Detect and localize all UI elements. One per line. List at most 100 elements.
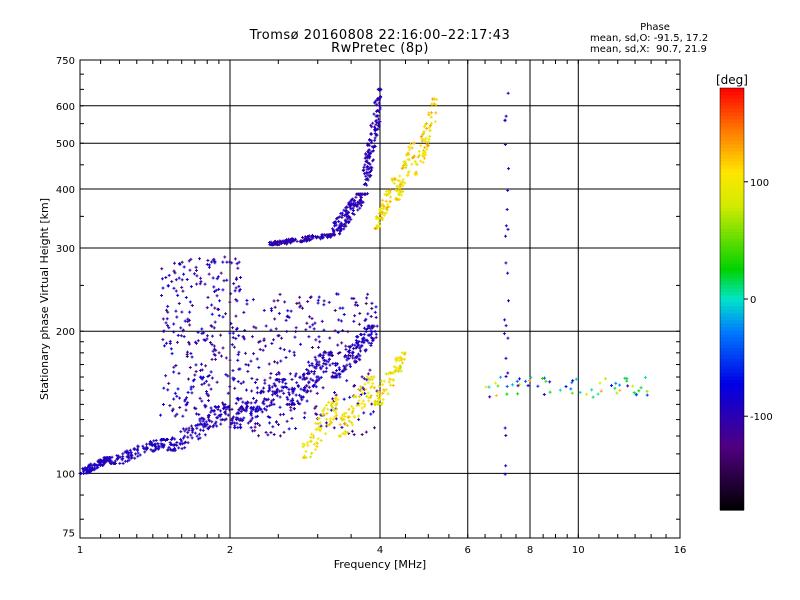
data-point bbox=[381, 198, 385, 202]
data-point bbox=[310, 346, 314, 350]
data-point bbox=[598, 381, 602, 385]
data-point bbox=[177, 446, 181, 450]
data-point bbox=[369, 394, 373, 398]
data-point bbox=[344, 344, 348, 348]
data-point bbox=[203, 422, 207, 426]
data-point bbox=[381, 398, 385, 402]
data-point bbox=[331, 371, 335, 375]
data-point bbox=[504, 224, 508, 228]
data-point bbox=[367, 377, 371, 381]
data-point bbox=[346, 217, 350, 221]
data-point bbox=[526, 384, 530, 388]
data-point bbox=[428, 129, 432, 133]
data-point bbox=[194, 268, 198, 272]
data-point bbox=[645, 393, 649, 397]
data-point bbox=[570, 391, 574, 395]
data-point bbox=[398, 186, 402, 190]
data-point bbox=[170, 442, 174, 446]
data-point bbox=[645, 389, 649, 393]
data-point bbox=[229, 292, 233, 296]
data-point bbox=[186, 441, 190, 445]
data-point bbox=[209, 406, 213, 410]
data-point bbox=[367, 151, 371, 155]
data-point bbox=[426, 140, 430, 144]
data-point bbox=[162, 329, 166, 333]
data-point bbox=[236, 353, 240, 357]
data-point bbox=[187, 259, 191, 263]
data-point bbox=[213, 412, 217, 416]
data-point bbox=[328, 336, 332, 340]
data-point bbox=[316, 298, 320, 302]
data-point bbox=[507, 167, 511, 171]
data-point bbox=[591, 395, 595, 399]
data-point bbox=[231, 415, 235, 419]
data-point bbox=[328, 423, 332, 427]
data-point bbox=[210, 260, 214, 264]
data-point bbox=[221, 288, 225, 292]
data-point bbox=[297, 301, 301, 305]
data-point bbox=[210, 420, 214, 424]
data-point bbox=[305, 441, 309, 445]
data-point bbox=[345, 424, 349, 428]
data-point bbox=[361, 391, 365, 395]
data-point bbox=[351, 406, 355, 410]
data-point bbox=[249, 359, 253, 363]
data-point bbox=[504, 374, 508, 378]
data-point bbox=[347, 353, 351, 357]
data-point bbox=[341, 329, 345, 333]
data-point bbox=[244, 401, 248, 405]
data-point bbox=[162, 344, 166, 348]
data-point bbox=[172, 397, 176, 401]
data-point bbox=[239, 381, 243, 385]
data-point bbox=[216, 407, 220, 411]
data-point bbox=[313, 321, 317, 325]
data-point bbox=[276, 423, 280, 427]
data-point bbox=[284, 355, 288, 359]
data-point bbox=[180, 278, 184, 282]
data-point bbox=[333, 371, 337, 375]
data-point bbox=[290, 378, 294, 382]
data-point bbox=[377, 384, 381, 388]
data-point bbox=[299, 342, 303, 346]
data-point bbox=[250, 376, 254, 380]
data-point bbox=[239, 410, 243, 414]
data-point bbox=[186, 435, 190, 439]
data-point bbox=[228, 260, 232, 264]
data-point bbox=[504, 234, 508, 238]
data-point bbox=[381, 207, 385, 211]
data-point bbox=[82, 467, 86, 471]
data-point bbox=[309, 389, 313, 393]
data-point bbox=[307, 385, 311, 389]
data-point bbox=[209, 387, 213, 391]
data-point bbox=[186, 390, 190, 394]
chart-subtitle: RwPretec (8p) bbox=[331, 41, 429, 56]
data-point bbox=[307, 236, 311, 240]
data-point bbox=[310, 317, 314, 321]
data-point bbox=[504, 114, 508, 118]
data-point bbox=[425, 142, 429, 146]
data-point bbox=[334, 221, 338, 225]
data-point bbox=[366, 312, 370, 316]
data-point bbox=[288, 372, 292, 376]
data-point bbox=[369, 123, 373, 127]
data-point bbox=[172, 322, 176, 326]
data-point bbox=[202, 381, 206, 385]
data-point bbox=[255, 378, 259, 382]
data-point bbox=[373, 128, 377, 132]
data-point bbox=[503, 142, 507, 146]
data-point bbox=[371, 410, 375, 414]
data-point bbox=[164, 374, 168, 378]
data-point bbox=[207, 272, 211, 276]
data-point bbox=[626, 384, 630, 388]
data-point bbox=[506, 227, 510, 231]
data-point bbox=[511, 383, 515, 387]
data-point bbox=[279, 241, 283, 245]
data-point bbox=[305, 372, 309, 376]
data-point bbox=[258, 423, 262, 427]
data-point bbox=[303, 235, 307, 239]
data-point bbox=[327, 300, 331, 304]
data-point bbox=[432, 97, 436, 101]
data-point bbox=[233, 257, 237, 261]
data-point bbox=[370, 145, 374, 149]
data-point bbox=[330, 227, 334, 231]
